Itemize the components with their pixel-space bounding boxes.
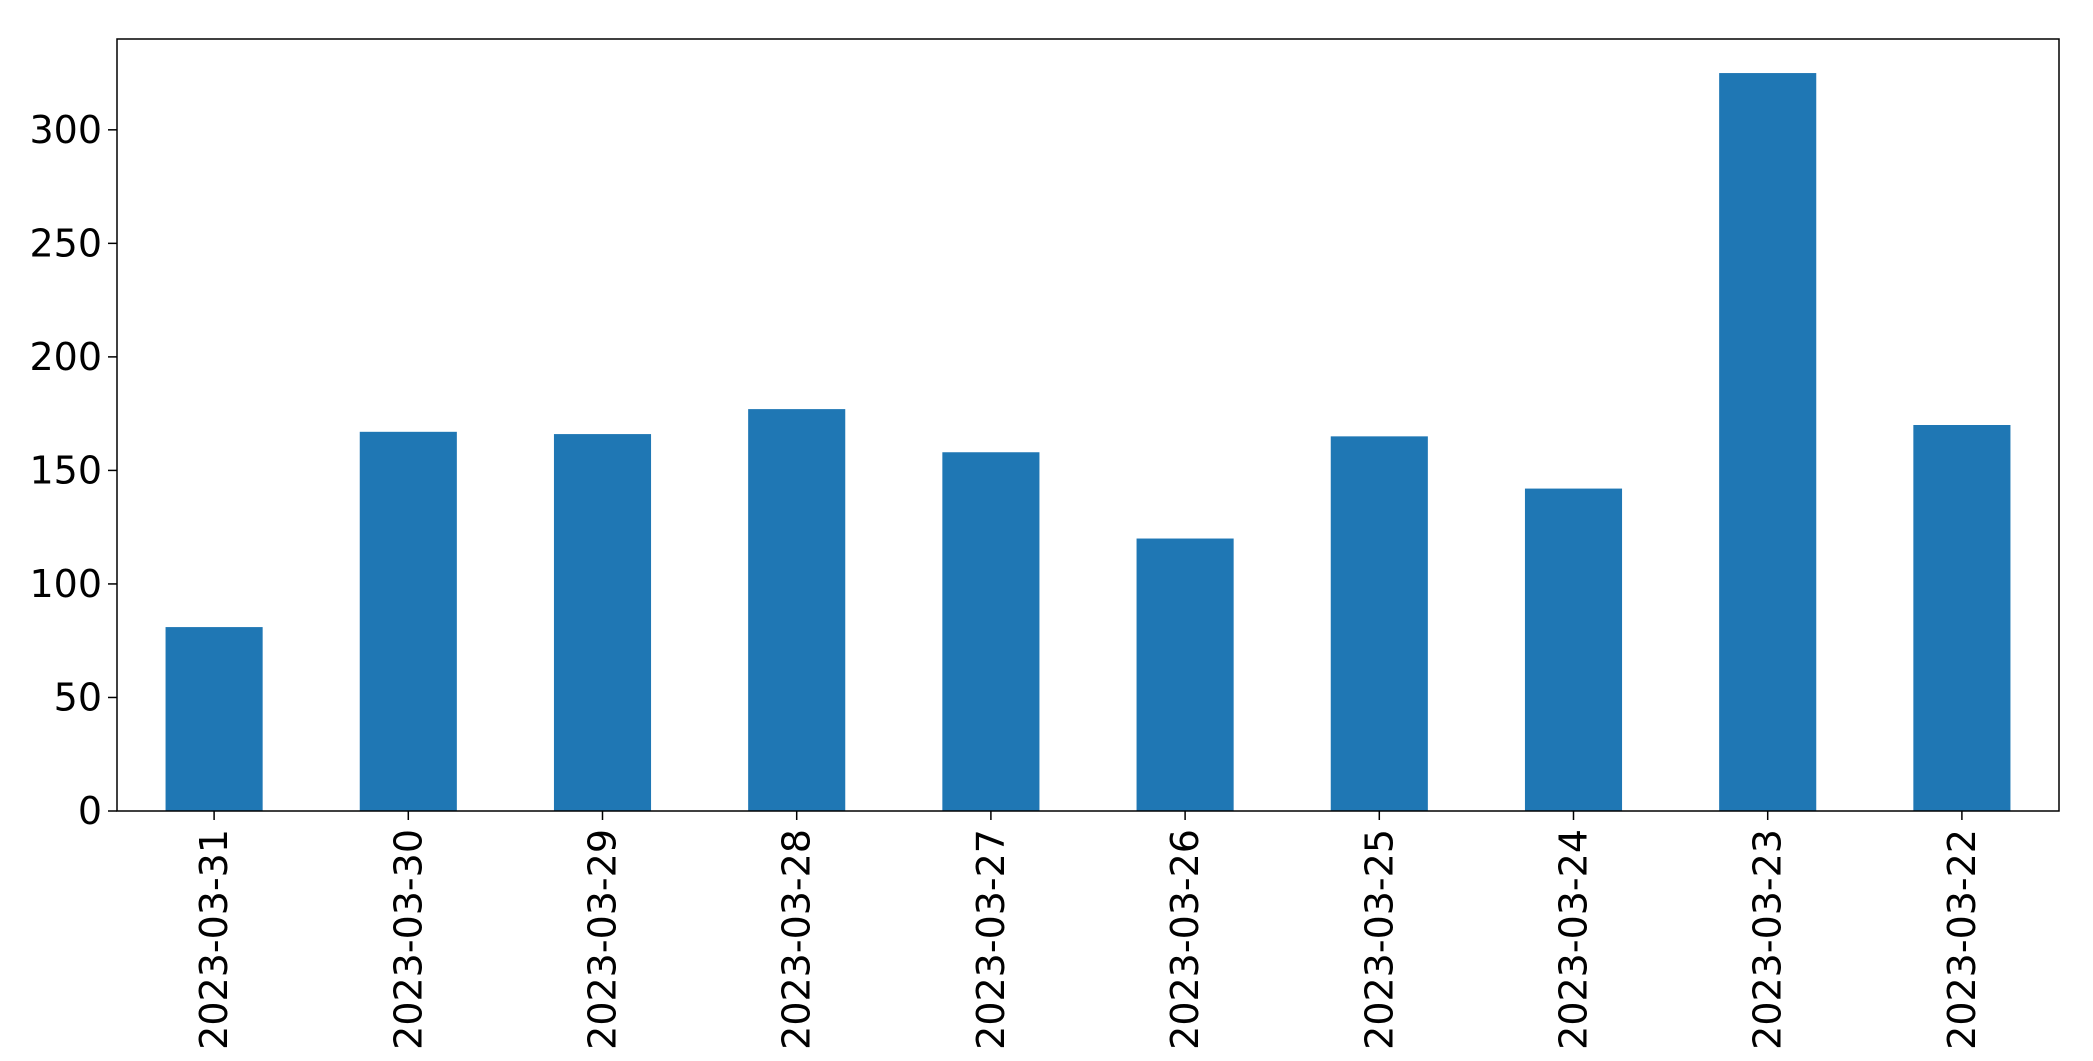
x-tick-label: 2023-03-28 [775, 829, 819, 1050]
y-tick-label: 200 [29, 335, 102, 379]
y-tick-label: 100 [29, 562, 102, 606]
bar-2023-03-26 [1136, 538, 1234, 811]
y-tick-label: 250 [29, 221, 102, 265]
plot-frame [116, 38, 2060, 812]
x-tick-label: 2023-03-24 [1552, 829, 1596, 1050]
x-tick-label: 2023-03-29 [581, 829, 625, 1050]
x-axis-ticks: 2023-03-31 2023-03-30 2023-03-29 2023-03-28… [192, 811, 1984, 1050]
x-tick-label: 2023-03-31 [192, 829, 236, 1050]
x-tick-label: 2023-03-27 [969, 829, 1013, 1050]
bar-2023-03-22 [1913, 425, 2011, 811]
bar-2023-03-30 [359, 431, 457, 811]
x-tick-label: 2023-03-25 [1357, 829, 1401, 1050]
bar-2023-03-23 [1719, 73, 1817, 811]
x-tick-label: 2023-03-26 [1163, 829, 1207, 1050]
y-axis-ticks: 0 50 100 150 200 250 300 [29, 108, 117, 833]
bar-2023-03-29 [553, 434, 652, 811]
y-tick-label: 150 [29, 448, 102, 492]
bar-2023-03-27 [942, 452, 1040, 811]
bars-group [165, 73, 2011, 811]
x-tick-label: 2023-03-23 [1746, 829, 1790, 1050]
x-tick-label: 2023-03-22 [1940, 829, 1984, 1050]
y-tick-label: 300 [29, 108, 102, 152]
bar-2023-03-24 [1524, 488, 1623, 811]
bar-2023-03-31 [165, 627, 263, 811]
y-tick-label: 0 [78, 789, 102, 833]
x-tick-label: 2023-03-30 [386, 829, 430, 1050]
bar-2023-03-25 [1330, 436, 1428, 811]
bar-2023-03-28 [748, 409, 846, 811]
y-tick-label: 50 [54, 675, 102, 719]
